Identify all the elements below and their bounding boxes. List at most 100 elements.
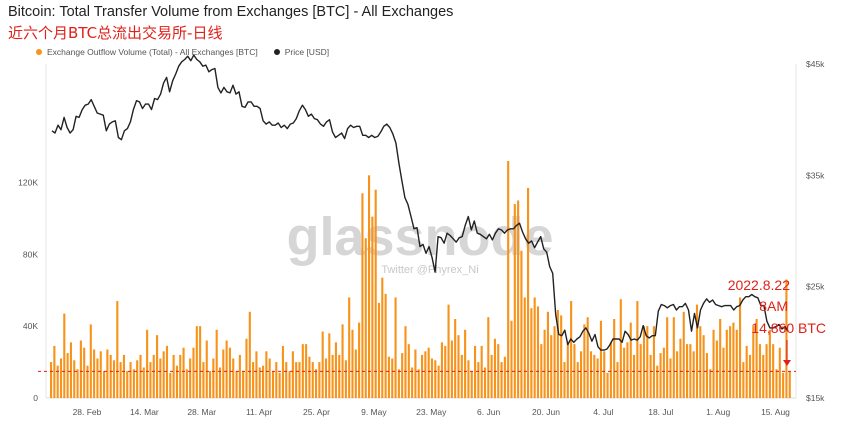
outflow-bar <box>156 335 159 398</box>
outflow-bar <box>702 335 705 398</box>
outflow-bar <box>450 340 453 398</box>
outflow-bar <box>788 371 791 398</box>
outflow-bar <box>606 372 609 398</box>
outflow-bar <box>729 326 732 398</box>
x-tick-label: 11. Apr <box>246 407 272 417</box>
outflow-bar <box>503 356 506 398</box>
outflow-bar <box>483 367 487 398</box>
outflow-bar <box>291 351 294 398</box>
outflow-bar <box>719 318 722 398</box>
outflow-bar <box>298 362 301 398</box>
outflow-bar <box>308 356 311 398</box>
y-left-tick-label: 80K <box>23 249 38 259</box>
chart-title: Bitcoin: Total Transfer Volume from Exch… <box>8 4 454 20</box>
outflow-bar <box>430 358 434 398</box>
outflow-bar <box>530 308 533 398</box>
outflow-bar <box>440 342 443 398</box>
outflow-bar <box>175 365 178 398</box>
outflow-bar <box>126 371 129 398</box>
outflow-bar <box>119 362 122 398</box>
outflow-bar <box>321 331 324 398</box>
x-tick-label: 23. May <box>416 407 447 417</box>
outflow-bar <box>460 354 463 398</box>
outflow-bar <box>556 310 559 398</box>
outflow-bar <box>228 347 231 398</box>
outflow-bar <box>50 362 53 398</box>
outflow-bar <box>477 362 480 398</box>
outflow-bar <box>772 344 775 398</box>
outflow-bar <box>59 358 63 398</box>
annotation-arrow-head <box>783 360 791 366</box>
outflow-bar <box>146 329 149 398</box>
outflow-bar <box>288 371 291 398</box>
outflow-bar <box>662 347 665 398</box>
outflow-bar <box>344 360 347 398</box>
outflow-bar <box>540 344 543 398</box>
y-right-tick-label: $45k <box>806 59 825 69</box>
x-tick-label: 9. May <box>361 407 387 417</box>
x-tick-label: 4. Jul <box>593 407 613 417</box>
outflow-bar <box>93 349 96 398</box>
outflow-bar <box>705 353 708 398</box>
outflow-bar <box>225 340 228 398</box>
outflow-bar <box>212 358 215 398</box>
outflow-bar <box>546 311 549 398</box>
outflow-bar <box>762 354 765 398</box>
y-right-tick-label: $15k <box>806 393 825 403</box>
outflow-bar <box>112 360 116 398</box>
outflow-bar <box>149 362 152 398</box>
outflow-bar <box>480 345 483 398</box>
legend-outflow[interactable]: Exchange Outflow Volume (Total) - All Ex… <box>36 47 258 57</box>
outflow-bar <box>679 338 682 398</box>
outflow-bar <box>437 365 440 398</box>
outflow-bar <box>672 317 675 398</box>
chart-subtitle: 近六个月BTC总流出交易所-日线 <box>8 24 223 42</box>
outflow-bar <box>407 344 410 398</box>
outflow-bar <box>401 353 404 398</box>
outflow-bar <box>377 302 381 398</box>
outflow-bar <box>513 204 516 398</box>
outflow-bar <box>676 351 679 398</box>
outflow-bar <box>83 347 86 398</box>
outflow-bar <box>596 358 599 398</box>
outflow-bar <box>381 277 384 398</box>
legend-outflow-swatch <box>36 49 42 55</box>
outflow-bar <box>659 353 662 398</box>
outflow-bar <box>397 369 400 398</box>
outflow-bar <box>742 362 745 398</box>
legend-price[interactable]: Price [USD] <box>273 47 329 57</box>
y-left-tick-label: 40K <box>23 321 38 331</box>
outflow-bar <box>510 320 513 398</box>
outflow-bar <box>623 347 626 398</box>
outflow-bar <box>182 347 185 398</box>
outflow-bar <box>252 362 255 398</box>
outflow-bar <box>172 354 175 398</box>
outflow-bar <box>295 362 298 398</box>
outflow-bar <box>576 362 579 398</box>
outflow-bar <box>417 369 420 398</box>
outflow-bar <box>427 347 430 398</box>
outflow-bar <box>636 301 639 398</box>
outflow-bar <box>689 344 692 398</box>
legend: Exchange Outflow Volume (Total) - All Ex… <box>36 47 329 57</box>
outflow-bar <box>454 318 457 398</box>
outflow-bar <box>361 193 364 398</box>
y-left-tick-label: 120K <box>18 178 38 188</box>
outflow-bar <box>695 304 699 398</box>
outflow-bar <box>179 354 182 398</box>
outflow-bar <box>255 351 258 398</box>
outflow-bar <box>205 340 208 398</box>
outflow-bar <box>616 362 619 398</box>
outflow-bar <box>507 160 510 398</box>
outflow-bar <box>56 365 59 398</box>
watermark: glassnode <box>286 207 553 267</box>
outflow-bar <box>424 351 427 398</box>
outflow-bar <box>782 372 785 398</box>
outflow-bar <box>722 347 725 398</box>
outflow-bar <box>487 317 490 398</box>
outflow-bar <box>275 362 278 398</box>
outflow-bar <box>533 297 536 398</box>
outflow-bar <box>232 358 235 398</box>
outflow-bar <box>368 175 371 398</box>
outflow-bar <box>132 369 135 398</box>
